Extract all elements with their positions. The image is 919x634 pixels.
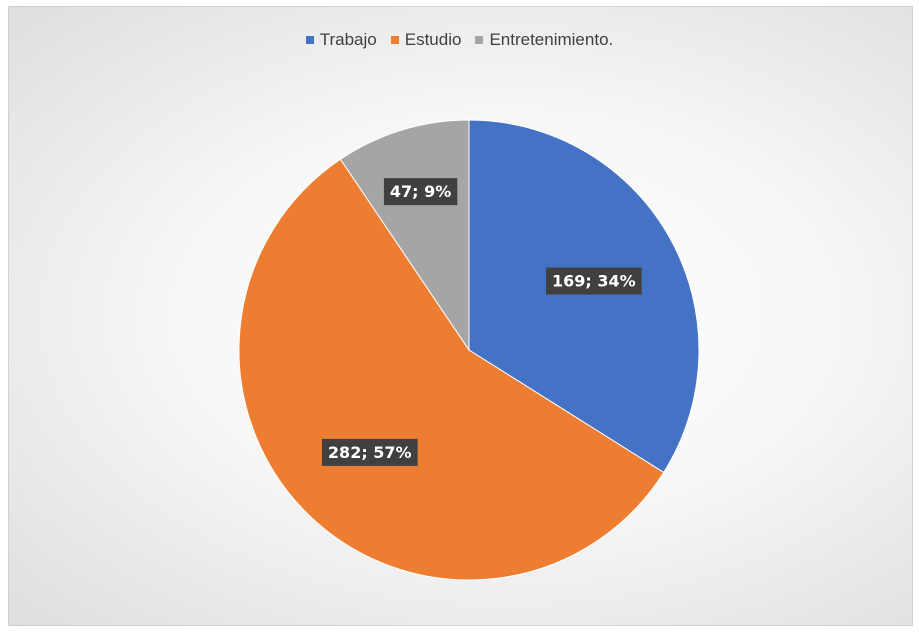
legend-item-trabajo: Trabajo	[305, 30, 377, 50]
legend-label-entretenimiento: Entretenimiento.	[489, 30, 614, 49]
data-label-trabajo: 169; 34%	[545, 267, 642, 295]
legend-label-estudio: Estudio	[404, 30, 462, 49]
data-label-trabajo-text: 169; 34%	[552, 272, 636, 291]
data-label-estudio-text: 282; 57%	[328, 443, 412, 462]
legend-swatch-estudio	[390, 36, 399, 44]
legend-label-trabajo: Trabajo	[319, 30, 377, 49]
legend-item-entretenimiento: Entretenimiento.	[475, 30, 613, 50]
pie-slice-entretenimiento	[339, 119, 470, 352]
data-label-estudio-box	[321, 438, 418, 466]
data-label-entretenimiento: 47; 9%	[383, 178, 458, 206]
pie-slice-trabajo	[468, 119, 700, 474]
pie-slice-estudio	[238, 158, 665, 581]
legend: Trabajo Estudio Entretenimiento.	[0, 30, 919, 50]
data-label-entretenimiento-text: 47; 9%	[390, 182, 451, 201]
data-label-estudio: 282; 57%	[321, 438, 418, 466]
legend-swatch-trabajo	[305, 36, 314, 44]
data-label-entretenimiento-box	[383, 178, 458, 206]
legend-swatch-entretenimiento	[475, 36, 484, 44]
legend-item-estudio: Estudio	[390, 30, 462, 50]
data-label-trabajo-box	[545, 267, 642, 295]
